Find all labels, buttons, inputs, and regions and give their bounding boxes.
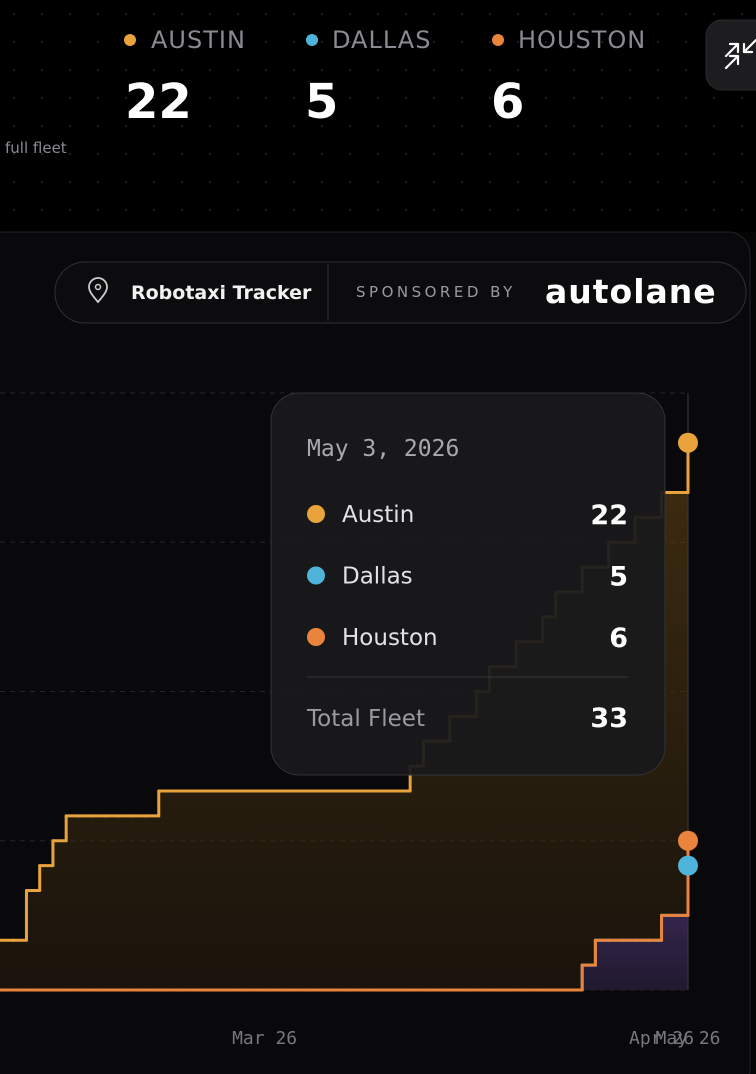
sponsor-pill	[54, 261, 747, 324]
sponsor-brand: autolane	[545, 272, 717, 311]
legend-dot	[492, 34, 504, 46]
legend-dot	[306, 34, 318, 46]
area-fill	[0, 840, 688, 990]
total-value: 33	[590, 703, 628, 734]
end-point	[678, 432, 698, 453]
tooltip-dot	[307, 628, 325, 646]
tooltip-name: Houston	[342, 625, 438, 651]
x-tick-label: Mar 26	[232, 1028, 297, 1049]
end-point	[678, 855, 698, 876]
series-line	[0, 839, 690, 992]
tooltip-value: 22	[590, 500, 628, 531]
tooltip-value: 6	[609, 623, 628, 654]
legend-value: 6	[491, 74, 524, 130]
tooltip-name: Austin	[342, 502, 414, 528]
header-note: full fleet	[5, 139, 67, 157]
tracker-title: Robotaxi Tracker	[131, 282, 312, 304]
x-tick-label: Apr 26	[629, 1028, 694, 1049]
pin-icon	[88, 277, 108, 304]
legend-value: 5	[305, 74, 338, 130]
tooltip-name: Dallas	[342, 564, 413, 590]
end-point	[678, 830, 698, 851]
tooltip-dot	[307, 505, 325, 523]
total-label: Total Fleet	[306, 706, 425, 732]
tooltip-dot	[307, 566, 325, 585]
collapse-icon	[724, 38, 756, 70]
tooltip-value: 5	[609, 562, 628, 593]
legend-label: Houston	[518, 26, 646, 54]
area-fill	[0, 442, 688, 990]
legend-value: 22	[125, 74, 192, 130]
pin-dot	[94, 283, 102, 291]
legend-label: Austin	[151, 26, 246, 54]
legend-label: Dallas	[332, 26, 431, 54]
tooltip-date: May 3, 2026	[307, 436, 459, 462]
collapse-button[interactable]	[705, 19, 756, 91]
sponsor-bar: Robotaxi Tracker SPONSORED BY autolane	[54, 261, 747, 324]
sponsor-label: SPONSORED BY	[356, 283, 516, 301]
tooltip: May 3, 2026 Total Fleet 33 Austin 22 Dalla…	[270, 392, 666, 776]
legend-dot	[124, 34, 136, 46]
x-tick-label: May 26	[655, 1028, 720, 1049]
tooltip-box	[270, 392, 666, 776]
